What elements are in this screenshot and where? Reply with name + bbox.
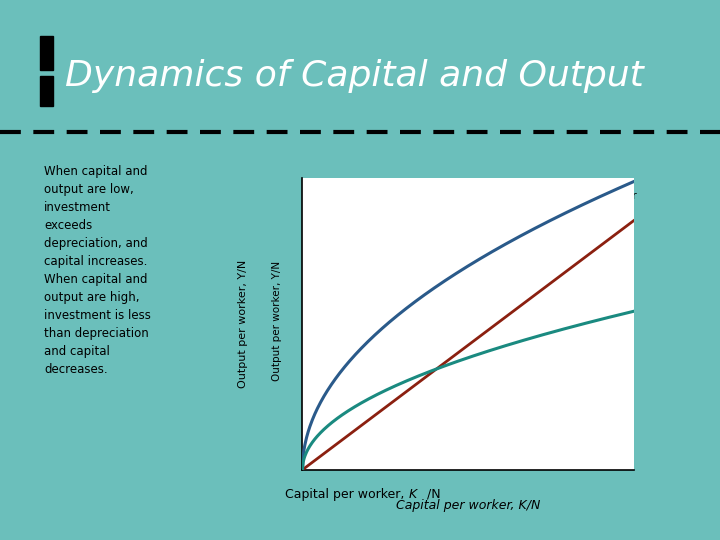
Text: Capital per worker, K/N: Capital per worker, K/N xyxy=(396,499,540,512)
Text: f(Kt/N): f(Kt/N) xyxy=(502,307,543,320)
Text: Dynamics of Capital and Output: Dynamics of Capital and Output xyxy=(65,59,644,92)
Text: δKt/N: δKt/N xyxy=(502,220,536,233)
Text: Capital per worker,: Capital per worker, xyxy=(285,488,408,501)
Text: /N: /N xyxy=(427,488,441,501)
Bar xyxy=(40,36,53,70)
Text: Investment per worker: Investment per worker xyxy=(502,347,629,356)
Text: Output per worker, Y/N: Output per worker, Y/N xyxy=(272,261,282,381)
Text: When capital and
output are low,
investment
exceeds
depreciation, and
capital in: When capital and output are low, investm… xyxy=(45,165,151,376)
Bar xyxy=(40,76,53,106)
Text: K: K xyxy=(408,488,416,501)
Text: Output per worker, Y/N: Output per worker, Y/N xyxy=(238,260,248,388)
Text: Depreciation per worker: Depreciation per worker xyxy=(502,191,636,201)
Text: Output per worker: Output per worker xyxy=(502,278,604,288)
Text: sf(Kt/N): sf(Kt/N) xyxy=(502,376,549,389)
